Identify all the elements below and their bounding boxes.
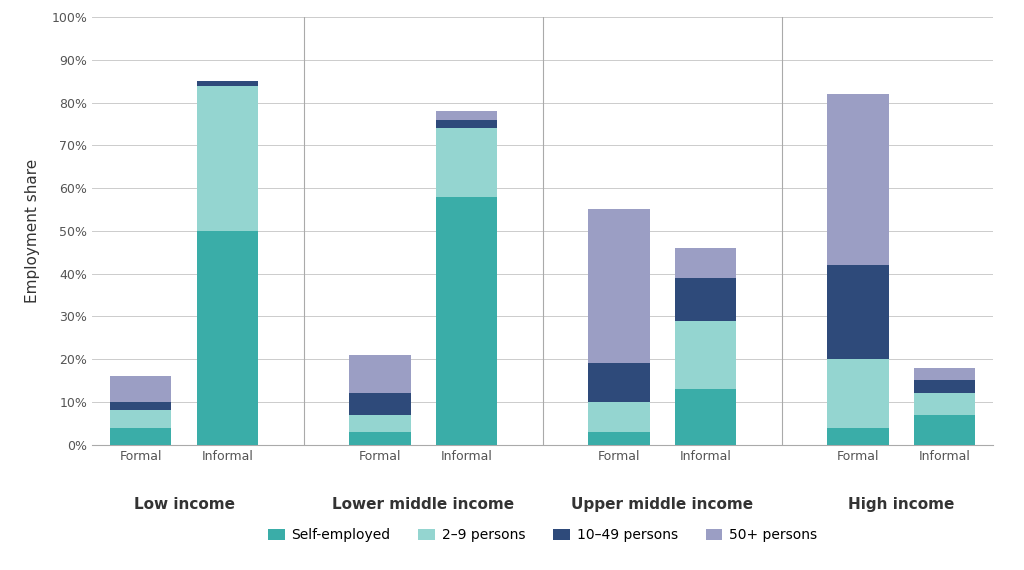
Bar — [436, 120, 497, 128]
Text: Low income: Low income — [134, 498, 234, 512]
Bar — [436, 128, 497, 197]
Y-axis label: Employment share: Employment share — [26, 158, 40, 303]
Bar — [589, 210, 649, 364]
Bar — [914, 381, 975, 393]
Bar — [914, 393, 975, 415]
Bar — [349, 393, 411, 415]
Bar — [349, 355, 411, 393]
Bar — [914, 415, 975, 445]
Bar — [349, 415, 411, 432]
Bar — [827, 265, 889, 359]
Bar — [197, 231, 258, 445]
Legend: Self-employed, 2–9 persons, 10–49 persons, 50+ persons: Self-employed, 2–9 persons, 10–49 person… — [268, 528, 817, 543]
Bar — [914, 368, 975, 381]
Bar — [589, 364, 649, 402]
Text: Lower middle income: Lower middle income — [332, 498, 514, 512]
Bar — [111, 410, 171, 428]
Bar — [349, 432, 411, 445]
Bar — [827, 359, 889, 428]
Bar — [197, 82, 258, 86]
Bar — [827, 94, 889, 265]
Bar — [197, 86, 258, 231]
Bar — [589, 402, 649, 432]
Bar — [675, 389, 736, 445]
Bar — [589, 432, 649, 445]
Text: High income: High income — [848, 498, 954, 512]
Bar — [675, 248, 736, 278]
Bar — [675, 278, 736, 320]
Bar — [111, 376, 171, 402]
Bar — [675, 320, 736, 389]
Bar — [111, 428, 171, 445]
Bar — [827, 428, 889, 445]
Bar — [436, 197, 497, 445]
Bar — [436, 111, 497, 120]
Bar — [111, 402, 171, 410]
Text: Upper middle income: Upper middle income — [571, 498, 754, 512]
